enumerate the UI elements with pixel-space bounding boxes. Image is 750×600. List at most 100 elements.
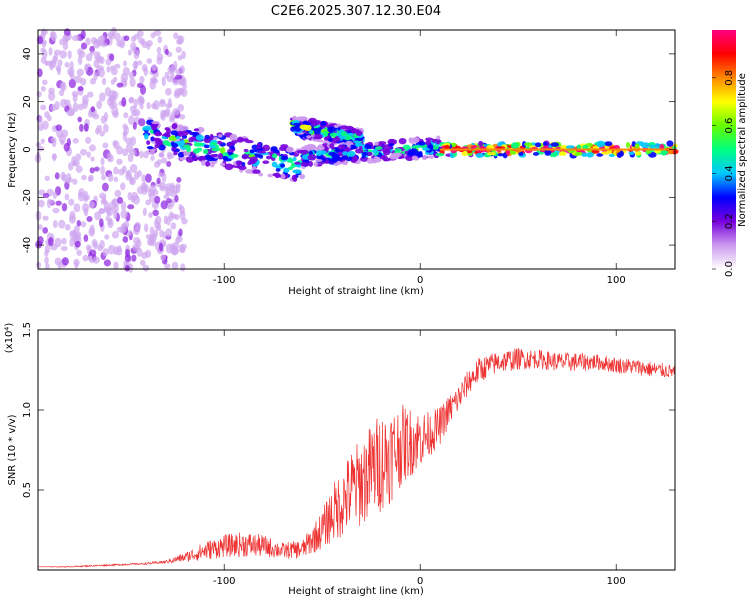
spectrogram-blob — [158, 172, 163, 178]
spectrogram-blob — [383, 157, 391, 162]
spectrogram-blob — [36, 261, 42, 269]
spectrogram-blob — [293, 122, 302, 127]
spectrogram-blob — [280, 163, 285, 168]
spectrogram-blob — [86, 215, 93, 222]
spectrogram-blob — [107, 244, 116, 255]
spectrogram-blob — [142, 125, 152, 131]
spectrogram-blob — [366, 157, 374, 164]
spectrogram-blob — [37, 224, 43, 230]
spectrogram-blob — [211, 147, 221, 152]
spectrogram-blob — [138, 118, 146, 127]
spectrogram-blob — [398, 138, 407, 145]
spectrogram-blob — [444, 144, 450, 150]
spectrogram-blob — [93, 59, 100, 69]
spectrogram-blob — [48, 237, 54, 247]
spectrogram-blob — [113, 63, 121, 69]
spectrogram-blob — [558, 151, 567, 157]
spectrogram-blob — [374, 141, 379, 146]
spectrogram-blob — [217, 153, 224, 160]
spectrogram-blob — [142, 264, 150, 272]
spectrogram-blob — [113, 176, 119, 183]
x-tick-label: 100 — [607, 275, 626, 286]
spectrogram-blob — [659, 144, 665, 150]
snr-y-axis: 0.5 1.0 1.5 — [22, 322, 675, 498]
spectrogram-blob — [422, 147, 431, 151]
spectrogram-blob — [61, 203, 68, 212]
spectrogram-blob — [76, 249, 82, 256]
spectrogram-blob — [178, 244, 186, 253]
spectrogram-blob — [74, 75, 82, 84]
spectrogram-blob — [106, 66, 111, 73]
spectrogram-blob — [138, 95, 144, 104]
spectrogram-blob — [42, 192, 50, 199]
spectrogram-blob — [145, 234, 151, 240]
spectrogram-blob — [306, 143, 314, 151]
spectrogram-blob — [101, 77, 107, 86]
spectrogram-blob — [92, 113, 100, 120]
spectrogram-blob — [100, 174, 107, 181]
spectrogram-blob — [124, 254, 131, 263]
spectrogram-blob — [350, 145, 357, 149]
spectrogram-blob — [178, 228, 183, 237]
spectrogram-blob — [402, 144, 411, 150]
spectrogram-blob — [41, 39, 47, 46]
spectrogram-blob — [82, 202, 90, 213]
spectrogram-blob — [201, 160, 206, 166]
spectrogram-blob — [169, 117, 175, 123]
x-tick-label: 0 — [417, 275, 423, 286]
spectrogram-blob — [314, 133, 323, 140]
spectrogram-blob — [129, 177, 136, 186]
spectrogram-blob — [257, 143, 262, 147]
spectrogram-blob — [204, 134, 210, 139]
spectrogram-blob — [361, 151, 368, 157]
spectrogram-blob — [393, 152, 402, 157]
spectrogram-blob — [323, 130, 328, 137]
spectrogram-blob — [131, 254, 137, 262]
spectrogram-blob — [116, 226, 124, 233]
spectrogram-blob — [111, 106, 119, 117]
spectrogram-blob — [79, 123, 84, 132]
y-tick-label: 0.5 — [22, 482, 33, 498]
spectrogram-blob — [275, 168, 281, 172]
spectrogram-blob — [230, 153, 239, 158]
spectrogram-blob — [341, 155, 349, 160]
spectrogram-blob — [328, 151, 337, 156]
spectrogram-blob — [87, 91, 94, 98]
spectrogram-blob — [112, 140, 118, 147]
spectrogram-blob — [156, 159, 162, 166]
spectrogram-blob — [100, 165, 106, 176]
spectrogram-blob — [171, 142, 178, 148]
spectrogram-blob — [90, 156, 95, 162]
spectrogram-blob — [171, 245, 179, 256]
spectrogram-blob — [154, 144, 160, 149]
spectrogram-blob — [168, 135, 178, 142]
spectrogram-blob — [166, 198, 173, 204]
spectrogram-blob — [129, 77, 136, 88]
spectrogram-blob — [182, 83, 187, 90]
spectrogram-blob — [167, 153, 175, 159]
spectrogram-blob — [303, 124, 312, 131]
spectrogram-blob — [110, 102, 118, 108]
spectrogram-blob — [300, 162, 310, 167]
spectrogram-blob — [591, 149, 600, 154]
snr-frame — [37, 329, 676, 571]
spectrogram-blob — [145, 173, 152, 183]
spectrogram-blob — [366, 151, 373, 157]
spectrogram-blob — [64, 181, 70, 190]
spectrogram-blob — [418, 141, 426, 146]
spectrogram-blob — [121, 165, 127, 173]
spectrogram-blob — [54, 257, 62, 266]
spectrogram-blob — [141, 174, 147, 183]
spectrogram-blob — [118, 38, 126, 49]
spectrogram-blob — [73, 225, 80, 234]
spectrogram-blob — [631, 141, 636, 148]
spectrogram-blob — [165, 186, 170, 197]
spectrogram-blob — [52, 219, 58, 228]
snr-x-label: Height of straight line (km) — [288, 586, 424, 597]
colorbar-ticks: 0.0 0.2 0.4 0.6 0.8 — [712, 70, 735, 277]
spectrogram-blob — [149, 184, 157, 194]
spectrogram-blob — [146, 102, 151, 110]
spectrogram-blob — [235, 160, 243, 166]
spectrogram-blob — [60, 245, 68, 252]
y-tick-label: 1.5 — [22, 322, 33, 338]
